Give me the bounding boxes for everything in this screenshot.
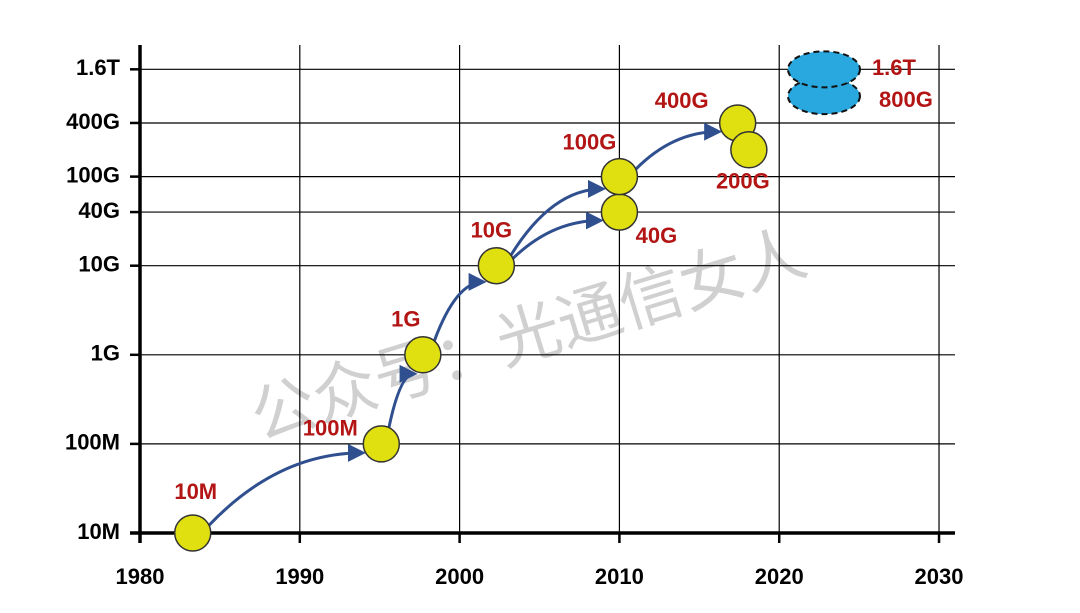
x-tick-label: 2030 [915,564,964,589]
point-label: 10G [471,218,513,243]
x-tick-label: 1980 [116,564,165,589]
arrow [509,179,607,256]
planned-point [786,50,861,89]
point-label: 10M [174,479,217,504]
y-tick-label: 100M [65,430,120,455]
arrow [634,122,723,171]
y-tick-label: 100G [66,162,120,187]
point-label: 1.6T [872,55,917,80]
point-label: 1G [391,307,420,332]
y-tick-label: 10M [77,519,120,544]
point-label: 200G [716,169,770,194]
point [362,425,401,463]
arrow [387,364,418,428]
point [404,336,442,374]
y-tick-label: 400G [66,109,120,134]
arrow [511,211,604,260]
x-tick-label: 2020 [755,564,804,589]
y-tick-label: 1.6T [76,55,121,80]
x-tick-label: 1990 [275,564,324,589]
point-label: 40G [636,223,678,248]
point [730,131,768,169]
point [477,246,516,285]
point-label: 100M [303,416,358,441]
point [600,193,639,231]
x-tick-label: 2010 [595,564,644,589]
point-label: 800G [879,87,933,112]
arrow [207,443,366,527]
y-tick-label: 40G [78,198,120,223]
arrow [432,272,487,342]
point-label: 100G [562,129,616,154]
point [173,514,212,552]
point [600,157,639,196]
x-tick-label: 2000 [435,564,484,589]
y-tick-label: 1G [91,341,120,366]
y-tick-label: 10G [78,252,120,277]
point-label: 400G [655,88,709,113]
